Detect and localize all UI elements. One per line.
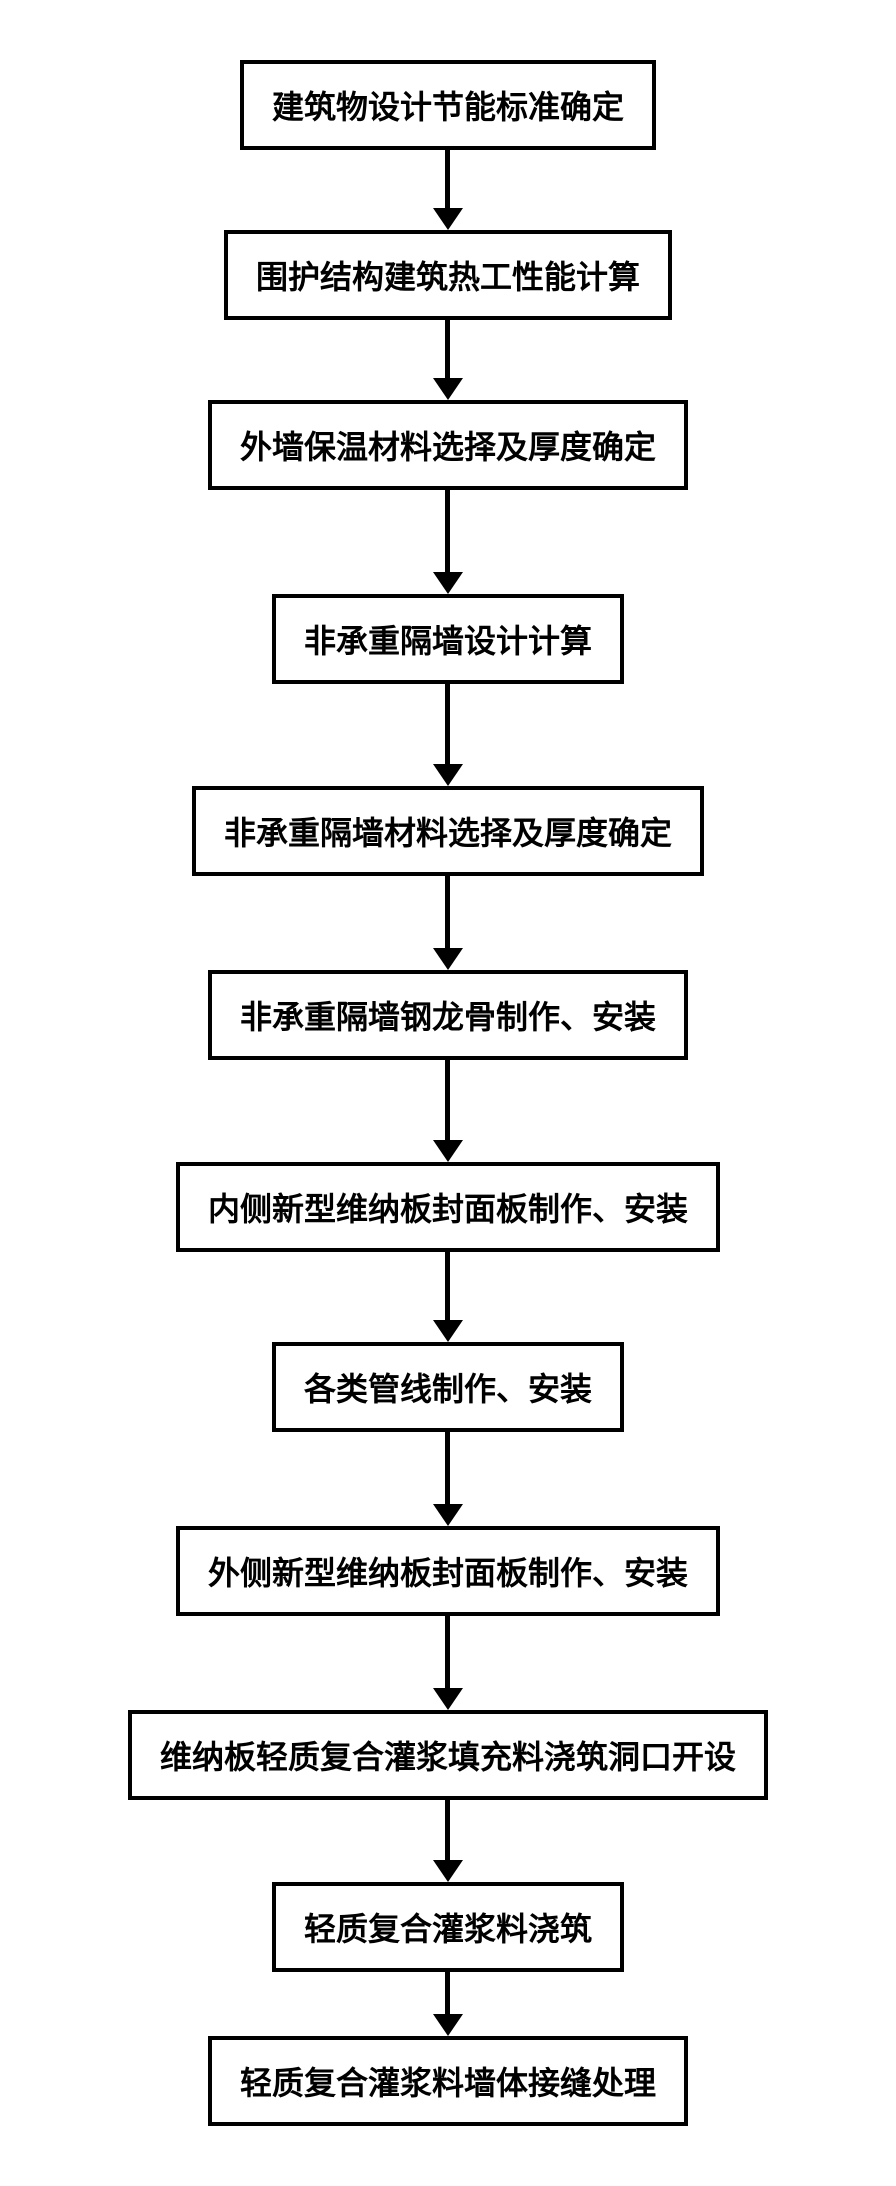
flowchart-node-n10: 维纳板轻质复合灌浆填充料浇筑洞口开设 (128, 1710, 768, 1800)
arrow-head-icon (433, 572, 463, 594)
flowchart-node-n8: 各类管线制作、安装 (272, 1342, 624, 1432)
arrow-head-icon (433, 948, 463, 970)
flowchart-arrow (433, 490, 463, 594)
flowchart-node-n4: 非承重隔墙设计计算 (272, 594, 624, 684)
flowchart-node-n9: 外侧新型维纳板封面板制作、安装 (176, 1526, 720, 1616)
arrow-line (445, 684, 450, 764)
arrow-line (445, 1060, 450, 1140)
flowchart-arrow (433, 1252, 463, 1342)
arrow-line (445, 876, 450, 948)
arrow-line (445, 490, 450, 572)
flowchart-arrow (433, 320, 463, 400)
arrow-head-icon (433, 1688, 463, 1710)
flowchart-arrow (433, 150, 463, 230)
flowchart-arrow (433, 1800, 463, 1882)
flowchart-arrow (433, 1616, 463, 1710)
arrow-head-icon (433, 1140, 463, 1162)
arrow-head-icon (433, 1320, 463, 1342)
flowchart-node-n1: 建筑物设计节能标准确定 (240, 60, 656, 150)
arrow-head-icon (433, 1860, 463, 1882)
flowchart-arrow (433, 684, 463, 786)
arrow-head-icon (433, 1504, 463, 1526)
flowchart-node-n7: 内侧新型维纳板封面板制作、安装 (176, 1162, 720, 1252)
arrow-line (445, 1252, 450, 1320)
arrow-line (445, 1972, 450, 2014)
arrow-line (445, 150, 450, 208)
arrow-head-icon (433, 764, 463, 786)
flowchart-node-n12: 轻质复合灌浆料墙体接缝处理 (208, 2036, 688, 2126)
flowchart-node-n2: 围护结构建筑热工性能计算 (224, 230, 672, 320)
flowchart-node-n11: 轻质复合灌浆料浇筑 (272, 1882, 624, 1972)
flowchart-node-n3: 外墙保温材料选择及厚度确定 (208, 400, 688, 490)
flowchart-arrow (433, 1432, 463, 1526)
flowchart-container: 建筑物设计节能标准确定围护结构建筑热工性能计算外墙保温材料选择及厚度确定非承重隔… (128, 60, 768, 2126)
arrow-head-icon (433, 208, 463, 230)
arrow-line (445, 1800, 450, 1860)
flowchart-node-n6: 非承重隔墙钢龙骨制作、安装 (208, 970, 688, 1060)
flowchart-node-n5: 非承重隔墙材料选择及厚度确定 (192, 786, 704, 876)
arrow-line (445, 320, 450, 378)
arrow-head-icon (433, 2014, 463, 2036)
flowchart-arrow (433, 1060, 463, 1162)
arrow-line (445, 1616, 450, 1688)
arrow-line (445, 1432, 450, 1504)
flowchart-arrow (433, 1972, 463, 2036)
flowchart-arrow (433, 876, 463, 970)
arrow-head-icon (433, 378, 463, 400)
